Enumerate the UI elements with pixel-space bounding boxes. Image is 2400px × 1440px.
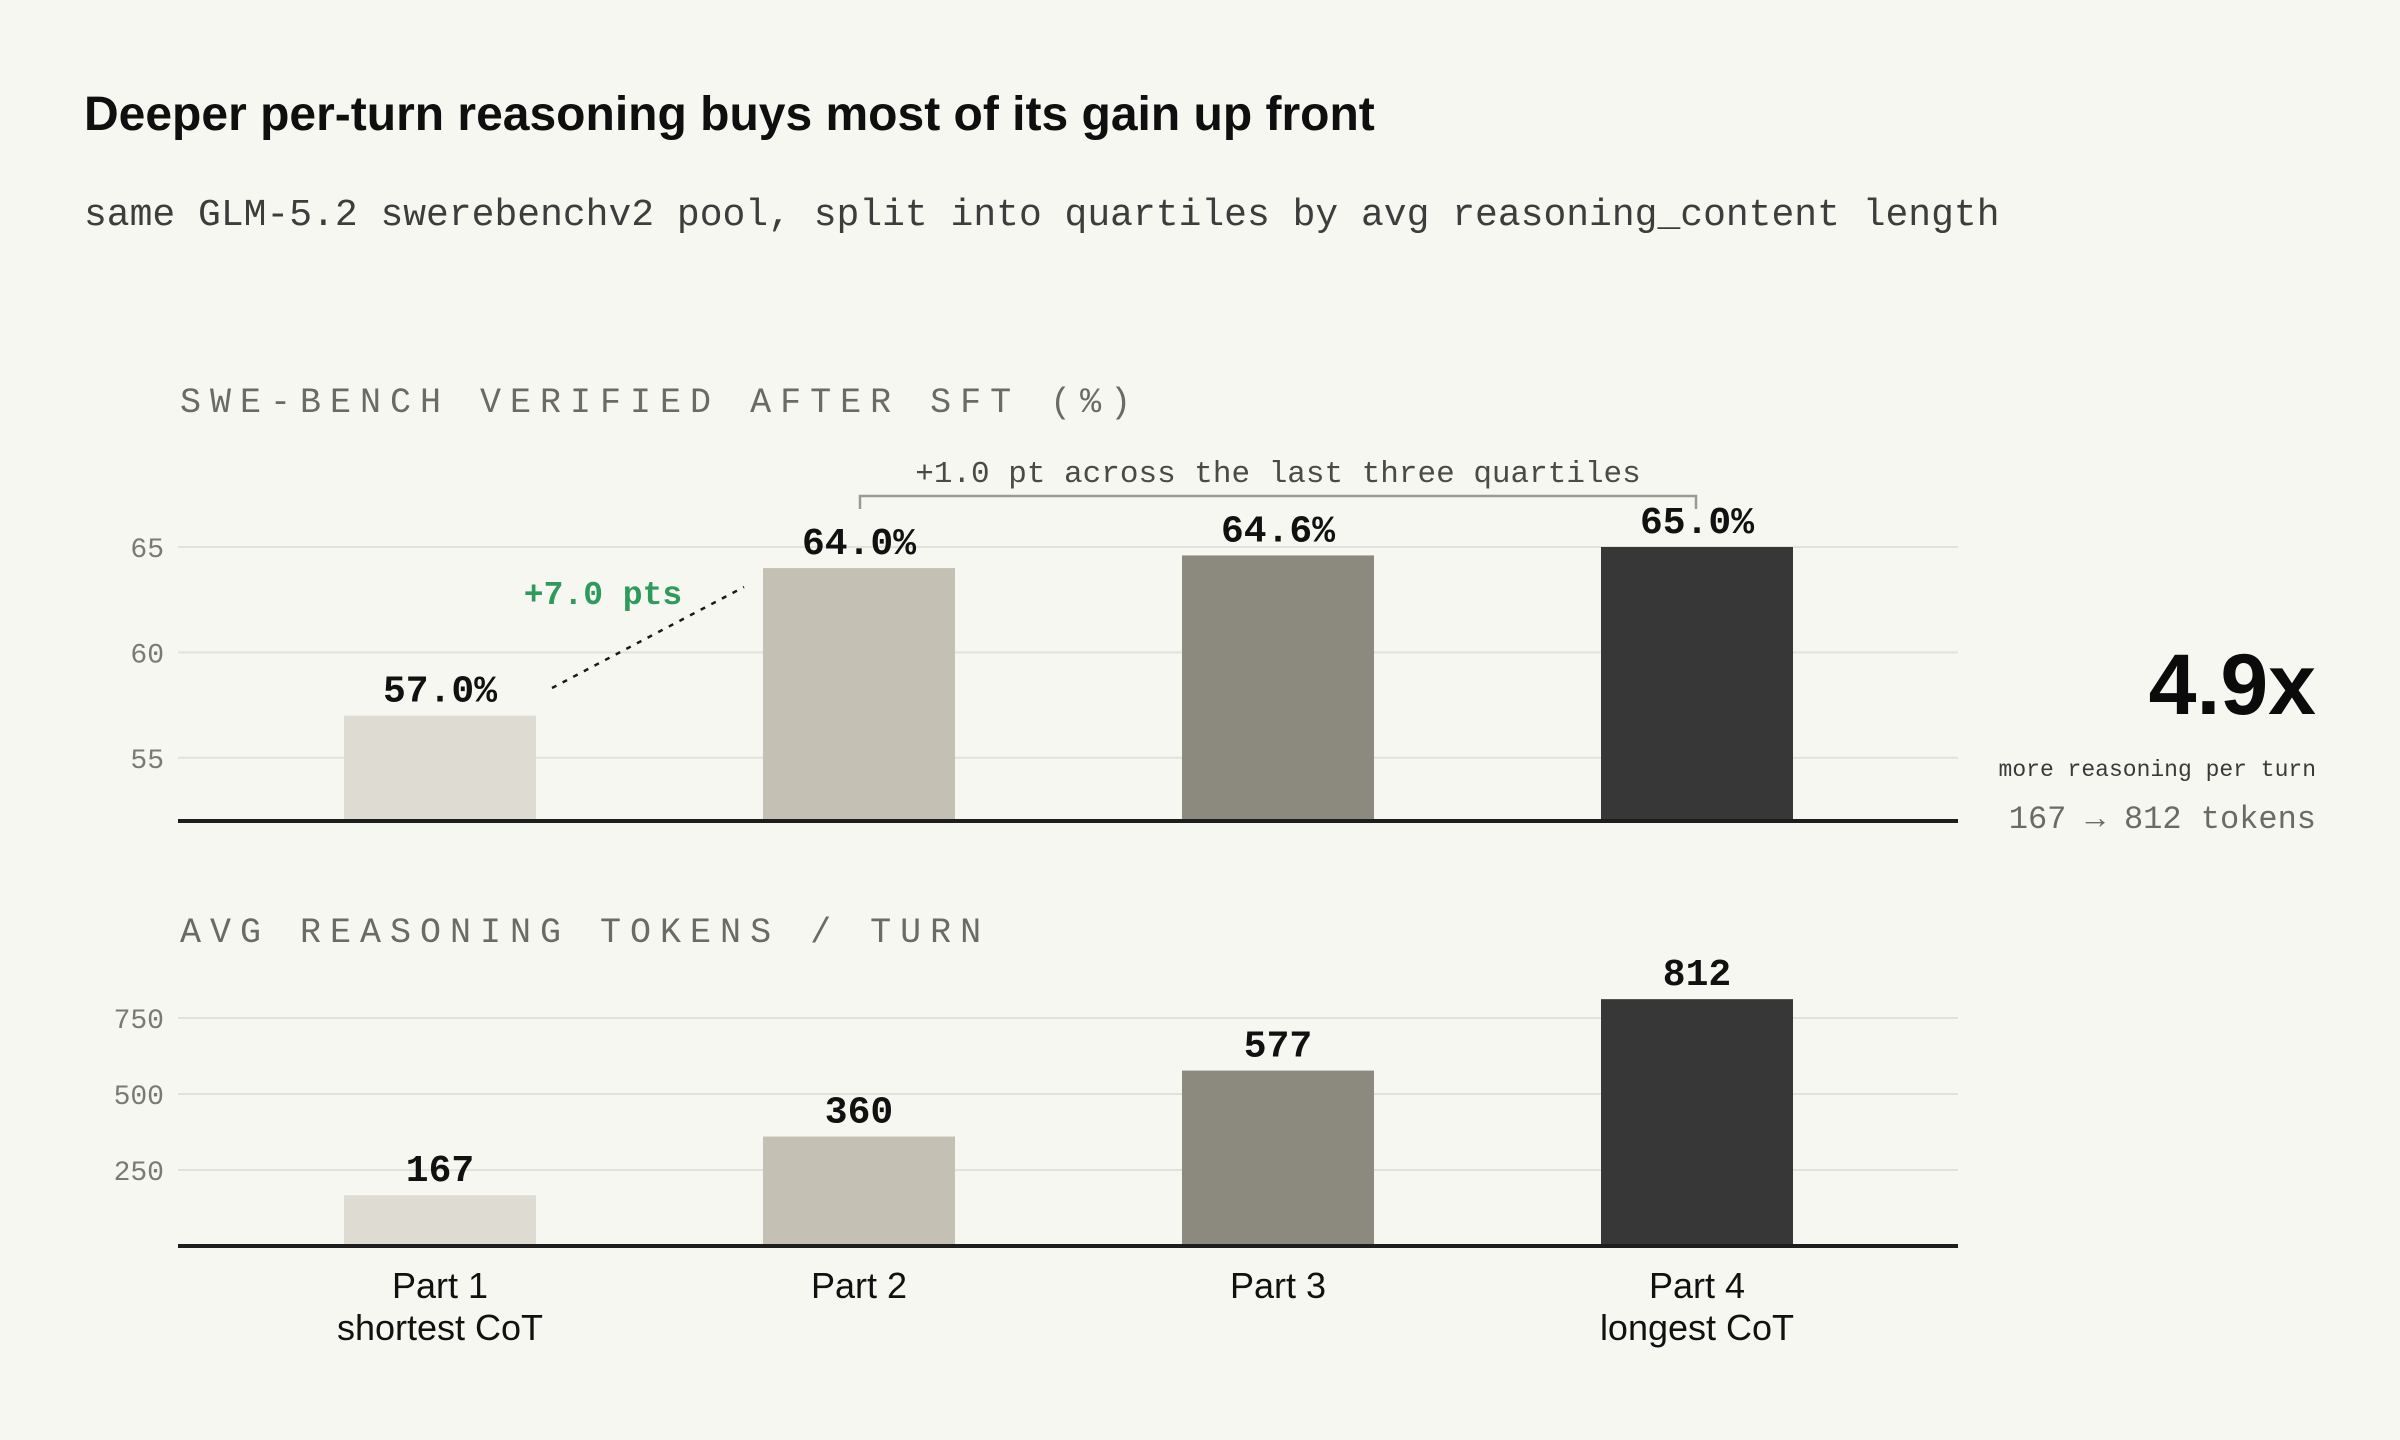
swe-bench-bar-part-2 [763,568,955,821]
swe-bench-y-ticks: 55 60 65 [130,535,164,777]
swe-bench-panel: SWE-BENCH VERIFIED AFTER SFT (%) 556065 … [130,383,1958,823]
tokens-value-labels: 167 360 577 812 [406,954,1731,1193]
swe-bench-value-label: 65.0% [1640,502,1754,545]
summary-multiplier: 4.9x [2149,637,2317,733]
swe-bench-y-tick-label: 55 [130,746,164,777]
swe-bench-value-label: 64.6% [1221,510,1335,553]
tokens-value-label: 577 [1244,1026,1312,1069]
gain-connector [551,585,745,690]
summary-stat: 4.9x more reasoning per turn 167 → 812 t… [1999,637,2317,838]
tokens-y-tick-label: 750 [114,1006,164,1037]
swe-bench-bar-part-4 [1601,547,1793,821]
swe-bench-value-labels: 57.0% 64.0% 64.6% 65.0% [383,502,1754,714]
tokens-bar-part-1 [344,1195,536,1246]
tokens-bar-part-4 [1601,999,1793,1246]
bracket-label: +1.0 pt across the last three quartiles [915,457,1641,492]
swe-bench-y-tick-label: 65 [130,535,164,566]
tokens-y-tick-label: 500 [114,1082,164,1113]
category-label-part-1: Part 1 [392,1265,488,1306]
category-sublabel-part-1: shortest CoT [337,1307,543,1348]
swe-bench-bar-part-1 [344,715,536,821]
category-label-part-4: Part 4 [1649,1265,1745,1306]
panel-title-reasoning-tokens: AVG REASONING TOKENS / TURN [180,913,990,953]
tokens-value-label: 167 [406,1150,474,1193]
tokens-bar-part-2 [763,1136,955,1246]
tokens-bar-part-3 [1182,1070,1374,1246]
category-label-part-2: Part 2 [811,1265,907,1306]
swe-bench-value-label: 57.0% [383,671,497,714]
category-label-part-3: Part 3 [1230,1265,1326,1306]
summary-caption: more reasoning per turn [1999,757,2316,783]
tokens-y-tick-label: 250 [114,1158,164,1189]
tokens-value-label: 360 [825,1092,893,1135]
summary-token-range: 167 → 812 tokens [2009,801,2316,838]
tokens-value-label: 812 [1663,954,1731,997]
quartile-bracket: +1.0 pt across the last three quartiles [858,457,1698,509]
chart-subtitle: same GLM-5.2 swerebenchv2 pool, split in… [84,194,2000,237]
gain-label: +7.0 pts [524,577,682,614]
swe-bench-y-tick-label: 60 [130,640,164,671]
tokens-y-ticks: 250 500 750 [114,1006,164,1189]
chart-title: Deeper per-turn reasoning buys most of i… [84,88,1375,141]
reasoning-tokens-panel: AVG REASONING TOKENS / TURN 250 500 750 16… [114,913,1958,1248]
panel-title-swe-bench: SWE-BENCH VERIFIED AFTER SFT (%) [180,383,1140,423]
tokens-bars [344,999,1793,1246]
swe-bench-bars [344,547,1793,821]
swe-bench-bar-part-3 [1182,555,1374,821]
swe-bench-value-label: 64.0% [802,523,916,566]
gain-annotation: +7.0 pts [524,577,745,690]
bracket-line [858,494,1698,509]
category-sublabel-part-4: longest CoT [1600,1307,1794,1348]
